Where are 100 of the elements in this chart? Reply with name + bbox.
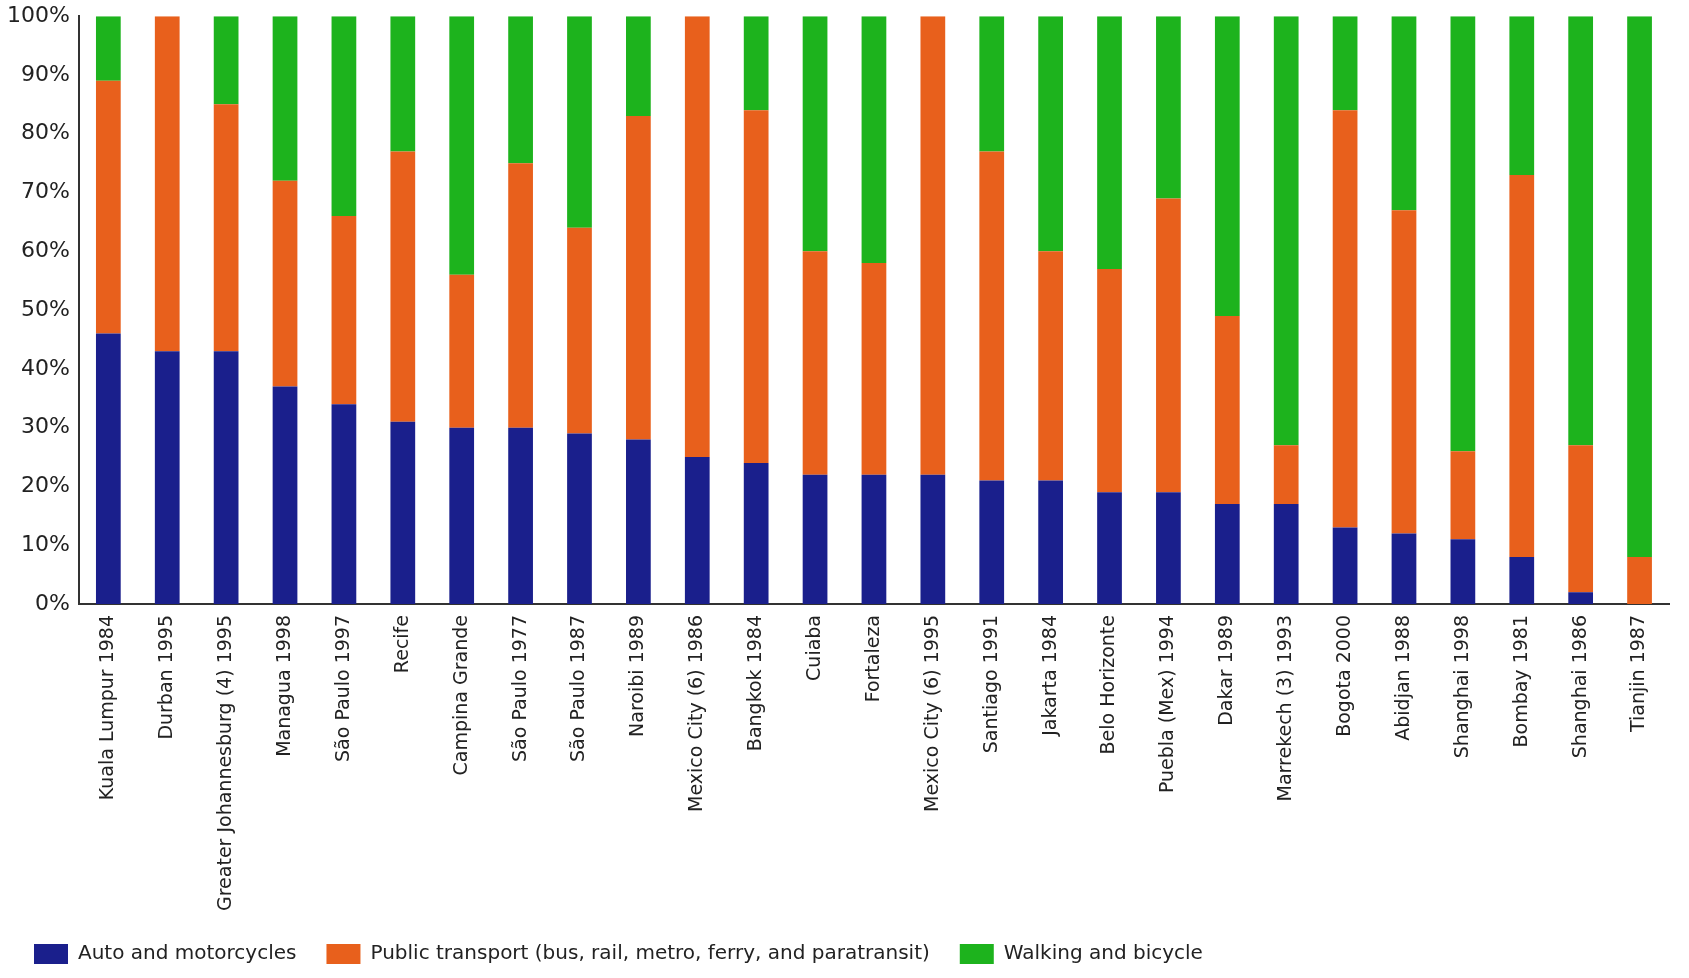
- bar: [743, 462, 769, 604]
- x-tick-label: Puebla (Mex) 1994: [1155, 614, 1178, 794]
- x-tick-label: Dakar 1989: [1214, 614, 1237, 726]
- bar: [1097, 492, 1122, 604]
- y-tick-label: 100%: [6, 1, 70, 27]
- x-tick-label: Mexico City (6) 1986: [684, 614, 707, 812]
- bar: [567, 433, 592, 604]
- bar: [449, 16, 475, 275]
- bar: [1391, 16, 1417, 211]
- bar: [802, 474, 828, 604]
- x-tick-label: Marrekech (3) 1993: [1273, 614, 1296, 802]
- bar: [1097, 268, 1122, 493]
- bar: [1273, 445, 1299, 505]
- bar: [684, 16, 710, 458]
- bar: [920, 16, 946, 475]
- x-tick-label: Managua 1998: [271, 614, 294, 757]
- x-tick-label: Greater Johannesburg (4) 1995: [213, 614, 236, 911]
- bar: [1627, 16, 1652, 557]
- bar: [331, 404, 357, 604]
- y-tick-label: 0%: [34, 589, 70, 615]
- bar: [508, 16, 533, 164]
- bar: [1450, 16, 1476, 452]
- x-tick-label: Tianjin 1987: [1626, 614, 1649, 733]
- bar: [1038, 16, 1063, 252]
- x-tick-label: Mexico City (6) 1995: [919, 614, 942, 812]
- bar: [1391, 533, 1417, 604]
- x-tick-label: Fortaleza: [860, 614, 883, 703]
- bar: [272, 16, 298, 181]
- bar: [1038, 480, 1063, 604]
- legend-label: Public transport (bus, rail, metro, ferry, and paratransit): [370, 940, 930, 965]
- bar: [1214, 315, 1240, 505]
- bar: [979, 480, 1005, 604]
- bar: [1332, 110, 1358, 528]
- x-tick-label: Santiago 1991: [978, 614, 1001, 754]
- y-tick-label: 10%: [20, 530, 70, 556]
- bar: [390, 421, 416, 604]
- legend-label: Walking and bicycle: [1003, 940, 1203, 965]
- bar: [1568, 592, 1594, 604]
- x-tick-label: Belo Horizonte: [1096, 614, 1119, 755]
- y-tick-label: 60%: [20, 237, 70, 263]
- bar: [861, 16, 887, 264]
- bar: [1332, 527, 1358, 604]
- bar: [1509, 16, 1535, 175]
- y-tick-label: 20%: [20, 472, 70, 498]
- bar: [1509, 556, 1535, 604]
- legend-label: Auto and motorcycles: [78, 940, 297, 965]
- bar: [449, 427, 475, 604]
- y-tick-label: 40%: [20, 354, 70, 380]
- bar: [1214, 16, 1240, 316]
- bar: [1156, 16, 1181, 199]
- bar: [390, 16, 416, 152]
- x-tick-label: Durban 1995: [154, 614, 177, 740]
- y-tick-label: 90%: [20, 60, 70, 86]
- bar: [1214, 504, 1240, 604]
- x-tick-label: Shanghai 1998: [1449, 614, 1472, 759]
- x-tick-label: Naroibi 1989: [625, 614, 648, 737]
- x-tick-label: Recife: [389, 614, 412, 674]
- bar: [861, 474, 887, 604]
- bar: [508, 427, 533, 604]
- bar: [1038, 251, 1063, 481]
- x-tick-label: Bangkok 1984: [743, 614, 766, 752]
- x-tick-label: Cuiaba: [801, 614, 824, 681]
- x-tick-label: Campina Grande: [448, 614, 471, 776]
- x-tick-label: Kuala Lumpur 1984: [95, 614, 118, 801]
- bar: [743, 110, 769, 463]
- bar: [508, 163, 533, 428]
- bar: [979, 151, 1005, 481]
- bar: [1156, 492, 1181, 604]
- bar: [154, 351, 180, 604]
- bar: [95, 80, 121, 334]
- bar: [154, 16, 180, 352]
- bar: [567, 16, 592, 228]
- bar: [920, 474, 946, 604]
- x-tick-label: Bogota 2000: [1332, 614, 1355, 737]
- bar: [1273, 504, 1299, 604]
- bar: [979, 16, 1005, 152]
- bar: [684, 457, 710, 604]
- bar: [1627, 556, 1652, 604]
- x-tick-label: São Paulo 1997: [330, 614, 353, 762]
- y-tick-label: 50%: [20, 295, 70, 321]
- bar: [449, 274, 475, 428]
- bar: [626, 116, 651, 440]
- bar: [802, 16, 828, 252]
- bar: [1568, 16, 1594, 446]
- bar: [1097, 16, 1122, 269]
- bar: [1450, 451, 1476, 540]
- bar: [567, 227, 592, 434]
- bar: [743, 16, 769, 111]
- bar: [1568, 445, 1594, 593]
- bar: [272, 180, 298, 387]
- x-tick-label: São Paulo 1987: [566, 614, 589, 762]
- bar: [272, 386, 298, 604]
- bar: [331, 216, 357, 405]
- bar: [1332, 16, 1358, 111]
- x-tick-label: São Paulo 1977: [507, 614, 530, 762]
- bar: [390, 151, 416, 422]
- y-tick-label: 80%: [20, 119, 70, 145]
- bar: [1450, 539, 1476, 604]
- bar: [802, 251, 828, 475]
- bar: [95, 333, 121, 604]
